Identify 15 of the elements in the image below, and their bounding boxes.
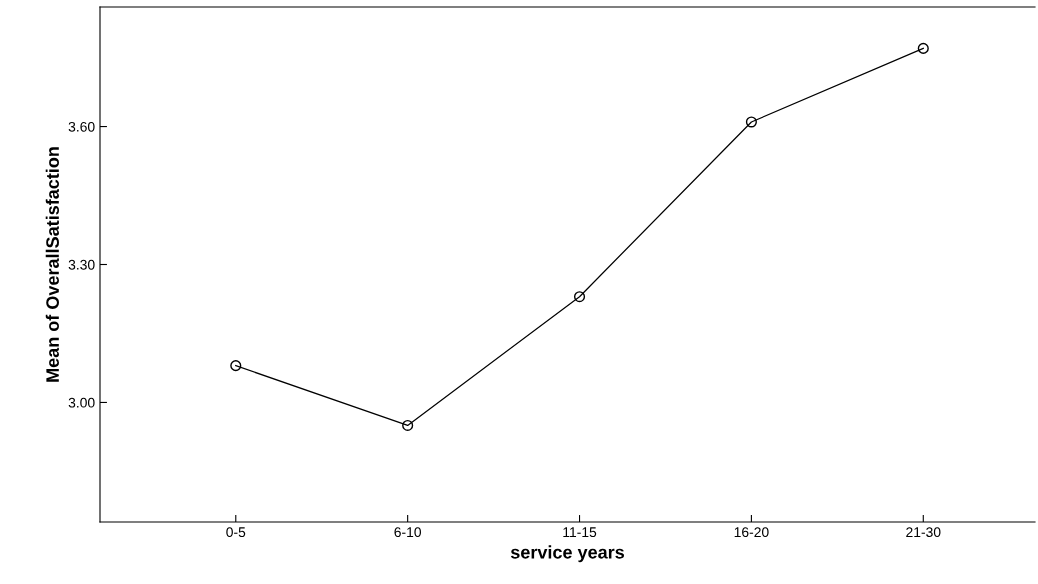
x-tick-label: 0-5 — [226, 527, 246, 538]
y-tick-label: 3.60 — [68, 121, 95, 132]
point — [917, 42, 929, 54]
x-tick-label: 11-15 — [563, 527, 597, 538]
x-tick-label: 6-10 — [394, 527, 422, 538]
x-axis-title: service years — [510, 545, 624, 563]
x-tick-label: 16-20 — [734, 527, 769, 538]
point — [573, 291, 586, 303]
point — [230, 360, 242, 372]
y-axis-title: Mean of OverallSatisfaction — [45, 147, 59, 382]
point — [745, 116, 757, 128]
y-tick-label: 3.00 — [68, 397, 95, 408]
x-tick-label: 21-30 — [906, 527, 941, 538]
y-tick-label: 3.30 — [68, 259, 95, 270]
point — [402, 419, 414, 431]
